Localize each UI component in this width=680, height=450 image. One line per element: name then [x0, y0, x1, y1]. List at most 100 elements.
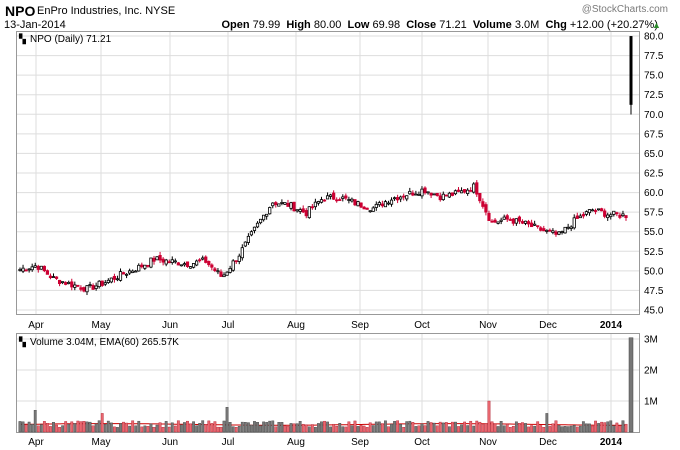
x-tick-label: Jul	[222, 320, 235, 331]
candle-body	[429, 192, 433, 196]
volume-bar	[371, 425, 375, 433]
open-value: 79.99	[252, 19, 281, 31]
x-tick-label: Aug	[287, 320, 305, 331]
volume-bar	[597, 423, 600, 433]
volume-bar	[116, 427, 119, 433]
price-tick-label: 45.0	[644, 306, 664, 317]
volume-bar	[237, 425, 241, 433]
candle-body	[42, 265, 46, 272]
volume-bar	[380, 423, 384, 433]
candle-body	[152, 257, 156, 262]
volume-bar	[609, 420, 613, 433]
volume-label: Volume	[472, 19, 512, 31]
volume-bar	[91, 425, 95, 433]
candle-body	[569, 226, 573, 229]
volume-bar	[310, 424, 314, 433]
volume-bar	[615, 422, 619, 433]
candle-body	[560, 231, 564, 233]
volume-bar	[292, 423, 296, 433]
candle-body	[396, 197, 400, 201]
candle-body	[356, 201, 360, 207]
volume-bar	[119, 423, 122, 433]
candle-body	[478, 192, 482, 202]
candle-body	[319, 199, 324, 203]
candle-body	[134, 270, 138, 273]
volume-bar	[140, 426, 144, 433]
candle-body	[262, 214, 266, 221]
candle-body	[33, 265, 37, 268]
volume-bar	[219, 426, 223, 433]
candle-body	[347, 199, 351, 201]
volume-bar	[234, 427, 238, 433]
candle-body	[61, 281, 65, 284]
volume-bar	[572, 425, 576, 433]
volume-bar	[195, 425, 199, 433]
volume-bar	[405, 421, 409, 433]
candle-body	[557, 231, 561, 235]
candle-body	[274, 202, 278, 205]
volume-bar	[268, 420, 272, 433]
price-tick-label: 50.0	[644, 266, 664, 277]
price-tick-label: 80.0	[644, 32, 664, 43]
volume-bar	[350, 425, 354, 433]
candle-body	[380, 203, 384, 207]
x-tick-label: May	[92, 437, 111, 448]
volume-grid	[17, 334, 639, 432]
candle-body	[191, 263, 196, 268]
volume-bar	[502, 425, 506, 433]
candle-body	[204, 256, 208, 263]
candle-body	[490, 220, 494, 223]
volume-bar	[411, 422, 415, 433]
x-tick-label: Oct	[414, 320, 430, 331]
candle-body	[386, 202, 391, 205]
candle-body	[338, 199, 342, 201]
volume-bar	[569, 425, 573, 433]
volume-bar	[280, 422, 284, 433]
candle-body	[502, 216, 506, 220]
volume-bar	[493, 423, 497, 433]
price-tick-label: 67.5	[644, 129, 664, 140]
volume-bar	[329, 426, 333, 433]
x-tick-label: Sep	[351, 320, 369, 331]
candle-body	[575, 215, 579, 219]
candle-body	[548, 229, 552, 232]
volume-bar	[511, 425, 515, 433]
price-legend: NPO (Daily) 71.21	[30, 34, 112, 45]
candle-body	[508, 219, 512, 221]
volume-bar	[94, 423, 98, 433]
volume-bar	[460, 424, 463, 433]
candle-body	[82, 287, 86, 292]
candle-body	[362, 206, 366, 210]
candle-body	[392, 197, 397, 200]
x-tick-label: 2014	[600, 320, 623, 331]
candle-body	[292, 201, 296, 212]
volume-bar	[356, 426, 360, 433]
volume-bar	[131, 420, 135, 433]
volume-bar	[600, 421, 604, 433]
volume-bar	[344, 426, 348, 433]
candle-body	[240, 247, 244, 259]
candle-body	[146, 264, 150, 267]
volume-bar	[347, 421, 351, 433]
volume-bar	[304, 424, 308, 433]
candle-body	[91, 285, 95, 290]
candle-body	[411, 192, 415, 196]
candle-body	[249, 231, 254, 236]
volume-bar	[594, 420, 597, 433]
candle-body	[237, 255, 241, 262]
volume-bar	[621, 420, 625, 433]
candle-body	[536, 225, 540, 228]
candle-body	[325, 195, 330, 200]
exchange-label: NYSE	[145, 5, 176, 17]
candle-body	[161, 258, 165, 263]
volume-bar	[88, 421, 92, 433]
candle-body	[234, 260, 238, 263]
volume-bars	[18, 337, 634, 433]
candle-body	[140, 264, 144, 268]
volume-bar	[490, 421, 494, 433]
volume-bar	[164, 421, 168, 433]
x-tick-label: 2014	[600, 437, 623, 448]
volume-bar	[323, 420, 326, 433]
candle-body	[612, 210, 616, 215]
candle-body	[603, 210, 607, 217]
